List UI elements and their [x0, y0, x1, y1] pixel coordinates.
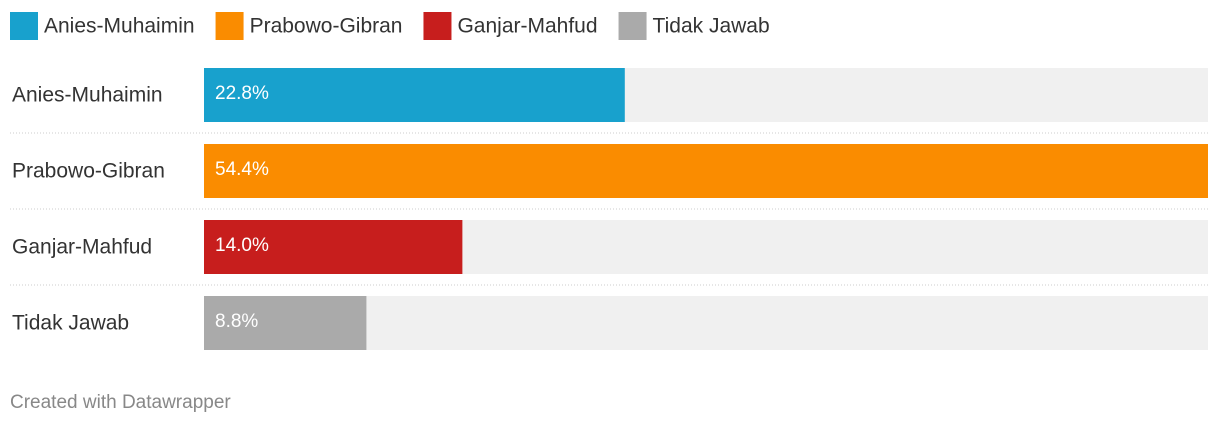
category-label: Prabowo-Gibran — [12, 160, 165, 183]
bar — [204, 68, 625, 122]
value-label: 22.8% — [215, 83, 269, 104]
category-label: Anies-Muhaimin — [12, 84, 163, 107]
legend-swatch — [215, 12, 244, 40]
legend-swatch — [423, 12, 452, 40]
bar-track — [204, 296, 1208, 350]
legend-label: Tidak Jawab — [653, 15, 770, 38]
legend-label: Ganjar-Mahfud — [457, 15, 597, 38]
legend-label: Prabowo-Gibran — [250, 15, 403, 38]
legend-swatch — [10, 12, 38, 40]
value-label: 54.4% — [215, 159, 269, 180]
category-label: Ganjar-Mahfud — [12, 236, 152, 259]
footer: Created with Datawrapper — [10, 392, 231, 413]
category-label: Tidak Jawab — [12, 312, 129, 335]
bar — [204, 296, 367, 350]
legend-swatch — [618, 12, 647, 40]
bar — [204, 144, 1208, 198]
legend-label: Anies-Muhaimin — [44, 15, 195, 38]
value-label: 8.8% — [215, 311, 258, 332]
value-label: 14.0% — [215, 235, 269, 256]
bar — [204, 220, 463, 274]
